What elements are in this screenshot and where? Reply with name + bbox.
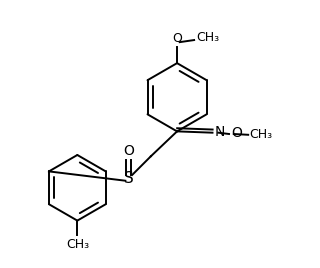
Text: S: S (124, 171, 133, 186)
Text: O: O (123, 144, 134, 158)
Text: N: N (215, 125, 225, 139)
Text: O: O (172, 32, 182, 45)
Text: O: O (231, 126, 242, 140)
Text: CH₃: CH₃ (197, 31, 220, 44)
Text: CH₃: CH₃ (250, 128, 273, 141)
Text: CH₃: CH₃ (66, 238, 89, 251)
